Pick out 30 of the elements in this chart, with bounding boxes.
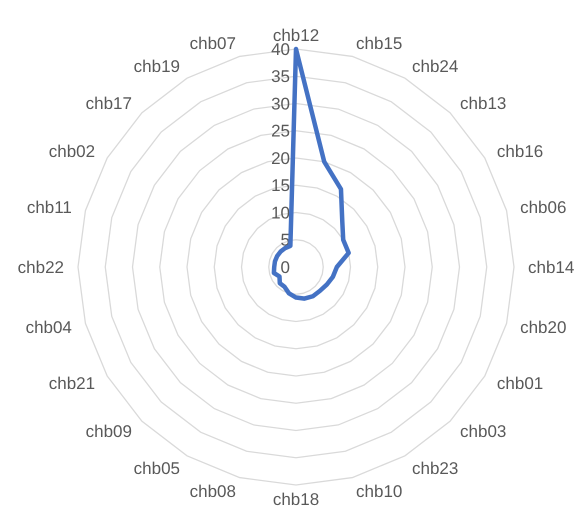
y-tick-label: 35 — [271, 67, 290, 86]
y-tick-label: 30 — [271, 94, 290, 114]
spoke-label: chb21 — [48, 374, 96, 393]
y-tick-label: 15 — [271, 176, 290, 196]
spoke-label: chb10 — [356, 482, 402, 502]
y-tick-label: 25 — [271, 122, 290, 141]
spoke-label: chb05 — [134, 458, 180, 478]
spoke-label: chb15 — [356, 34, 402, 53]
spoke-label: chb07 — [190, 34, 236, 53]
spoke-label: chb04 — [26, 318, 72, 337]
y-tick-label: 0 — [280, 258, 290, 277]
spoke-label: chb03 — [460, 422, 506, 441]
spoke-label: chb18 — [272, 490, 320, 509]
y-tick-label: 40 — [271, 40, 290, 59]
spoke-label: chb01 — [496, 374, 544, 393]
spoke-label: chb08 — [190, 482, 236, 502]
spoke-label: chb02 — [48, 142, 96, 161]
spoke-label: chb23 — [412, 458, 458, 478]
y-tick-label: 20 — [271, 148, 290, 168]
spoke-label: chb17 — [86, 94, 132, 113]
spoke-label: chb22 — [18, 258, 64, 277]
spoke-label: chb13 — [460, 94, 506, 113]
spoke-label: chb19 — [134, 57, 180, 76]
spoke-label: chb14 — [528, 258, 574, 277]
spoke-label: chb06 — [520, 198, 566, 217]
spoke-label: chb20 — [520, 318, 566, 337]
spoke-label: chb11 — [26, 198, 72, 217]
spoke-label: chb09 — [86, 422, 132, 441]
spoke-label: chb24 — [412, 57, 458, 76]
spoke-label: chb16 — [496, 142, 544, 161]
